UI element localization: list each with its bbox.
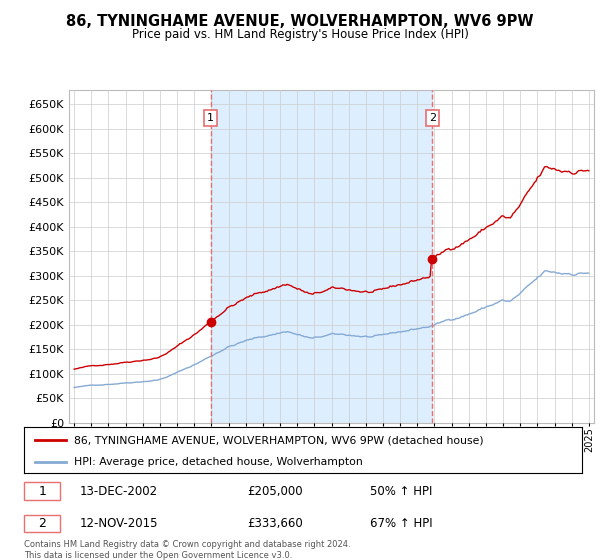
Text: 86, TYNINGHAME AVENUE, WOLVERHAMPTON, WV6 9PW: 86, TYNINGHAME AVENUE, WOLVERHAMPTON, WV… (66, 14, 534, 29)
Text: 67% ↑ HPI: 67% ↑ HPI (370, 517, 433, 530)
Text: Contains HM Land Registry data © Crown copyright and database right 2024.
This d: Contains HM Land Registry data © Crown c… (24, 540, 350, 559)
FancyBboxPatch shape (24, 482, 60, 500)
Text: 12-NOV-2015: 12-NOV-2015 (80, 517, 158, 530)
Text: HPI: Average price, detached house, Wolverhampton: HPI: Average price, detached house, Wolv… (74, 457, 363, 466)
Text: £205,000: £205,000 (247, 485, 303, 498)
Text: 13-DEC-2002: 13-DEC-2002 (80, 485, 158, 498)
Text: 2: 2 (428, 113, 436, 123)
Bar (211, 90, 432, 423)
Text: 86, TYNINGHAME AVENUE, WOLVERHAMPTON, WV6 9PW (detached house): 86, TYNINGHAME AVENUE, WOLVERHAMPTON, WV… (74, 435, 484, 445)
Text: 2: 2 (38, 517, 46, 530)
Text: £333,660: £333,660 (247, 517, 303, 530)
FancyBboxPatch shape (24, 515, 60, 532)
Text: 50% ↑ HPI: 50% ↑ HPI (370, 485, 433, 498)
Text: 1: 1 (38, 485, 46, 498)
Text: Price paid vs. HM Land Registry's House Price Index (HPI): Price paid vs. HM Land Registry's House … (131, 28, 469, 41)
Text: 1: 1 (207, 113, 214, 123)
